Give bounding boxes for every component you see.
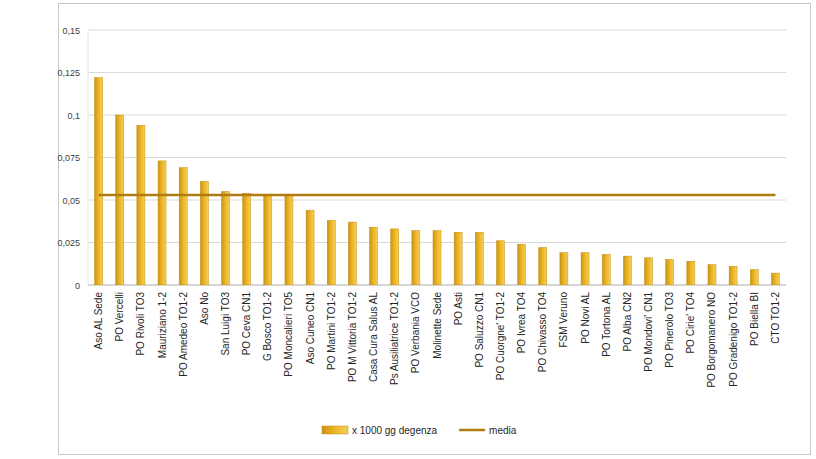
grid-line xyxy=(88,115,786,116)
y-axis xyxy=(88,30,89,285)
bar xyxy=(771,273,779,285)
bar xyxy=(243,193,251,285)
x-tick-label: PO Alba CN2 xyxy=(622,292,633,352)
bar xyxy=(285,195,293,285)
x-tick-label: PO Rivoli TO3 xyxy=(135,292,146,356)
x-tick-label: Mauriziano 1-2 xyxy=(157,292,168,359)
y-tick-label: 0,125 xyxy=(57,68,80,78)
y-tick-label: 0,05 xyxy=(62,196,80,206)
bar xyxy=(412,231,420,285)
bar xyxy=(200,181,208,285)
grid-line xyxy=(88,72,786,73)
legend-symbol xyxy=(322,426,348,434)
bar xyxy=(750,270,758,285)
x-tick-label: PO Ivrea TO4 xyxy=(516,292,527,354)
x-tick-label: PO Amedeo TO1-2 xyxy=(178,292,189,377)
bar xyxy=(454,232,462,285)
x-tick-label: Aso Cuneo CN1 xyxy=(305,292,316,365)
x-tick-label: Molinette Sede xyxy=(432,292,443,359)
grid-line xyxy=(88,30,786,31)
x-tick-label: PO Saluzzo CN1 xyxy=(474,292,485,368)
x-tick-label: PO Martini TO1-2 xyxy=(326,292,337,370)
bar xyxy=(116,115,124,285)
bar xyxy=(666,260,674,286)
bar xyxy=(687,261,695,285)
chart: 0 0,025 0,05 0,075 0,1 0,125 0,15 Aso AL Sede PO… xyxy=(0,0,816,459)
x-tick-label: PO Cirie' TO4 xyxy=(685,292,696,354)
bar xyxy=(306,210,314,285)
x-tick-label: PO Tortona AL xyxy=(601,292,612,357)
plot-area xyxy=(95,78,780,285)
bar xyxy=(179,168,187,285)
bar xyxy=(602,254,610,285)
x-tick-label: PO Verbania VCO xyxy=(410,292,421,373)
y-tick-label: 0 xyxy=(75,281,80,291)
legend-label: x 1000 gg degenza xyxy=(352,425,438,436)
bar xyxy=(539,248,547,285)
x-tick-label: G Bosco TO1-2 xyxy=(262,292,273,362)
bar xyxy=(137,125,145,285)
y-tick-label: 0,1 xyxy=(67,111,80,121)
y-tick-label: 0,025 xyxy=(57,238,80,248)
y-tick-label: 0,15 xyxy=(62,26,80,36)
x-tick-label: Casa Cura Salus AL xyxy=(368,292,379,382)
x-tick-label: PO Cuorgne' TO1-2 xyxy=(495,292,506,381)
x-tick-label: PO Pinerolo TO3 xyxy=(664,292,675,368)
x-tick-label: Aso No xyxy=(199,292,210,325)
bar xyxy=(518,244,526,285)
legend: x 1000 gg degenza media xyxy=(322,425,517,436)
x-tick-label: CTO TO1-2 xyxy=(770,292,781,344)
bar xyxy=(581,253,589,285)
x-tick-label: PO Chivasso TO4 xyxy=(537,292,548,373)
legend-symbol xyxy=(459,429,485,432)
bar xyxy=(327,220,335,285)
x-tick-label: FSM Veruno xyxy=(558,292,569,348)
bar xyxy=(496,241,504,285)
bar xyxy=(264,195,272,285)
bar xyxy=(433,231,441,285)
x-tick-label: PO M Vittoria TO1-2 xyxy=(347,292,358,382)
x-tick-label: PO Biella BI xyxy=(749,292,760,346)
mean-line xyxy=(99,194,776,197)
x-tick-label: PO Borgomanero NO xyxy=(706,292,717,388)
grid-line xyxy=(88,200,786,201)
bar xyxy=(391,229,399,285)
bar xyxy=(221,192,229,286)
x-tick-label: PO Ceva CN1 xyxy=(241,292,252,356)
bar xyxy=(645,258,653,285)
bar xyxy=(158,161,166,285)
x-tick-label: PO Moncalieri TO5 xyxy=(283,292,294,377)
x-tick-label: PO Novi AL xyxy=(580,292,591,344)
bar xyxy=(370,227,378,285)
x-tick-label: PO Mondovi' CN1 xyxy=(643,292,654,372)
bar xyxy=(475,232,483,285)
grid-line xyxy=(88,157,786,158)
x-tick-label: Aso AL Sede xyxy=(93,292,104,350)
bar xyxy=(348,222,356,285)
x-tick-label: PO Gradenigo TO1-2 xyxy=(728,292,739,387)
bar xyxy=(708,265,716,285)
x-tick-label: Ps Ausiliatrice TO1-2 xyxy=(389,292,400,385)
x-tick-label: San Luigi TO3 xyxy=(220,292,231,356)
bar xyxy=(623,256,631,285)
y-tick-label: 0,075 xyxy=(57,153,80,163)
x-tick-label: PO Vercelli xyxy=(114,292,125,341)
legend-label: media xyxy=(489,425,517,436)
x-tick-label: PO Asti xyxy=(453,292,464,325)
bar xyxy=(560,253,568,285)
chart-frame xyxy=(59,4,811,455)
bar xyxy=(729,266,737,285)
bar xyxy=(95,78,103,285)
